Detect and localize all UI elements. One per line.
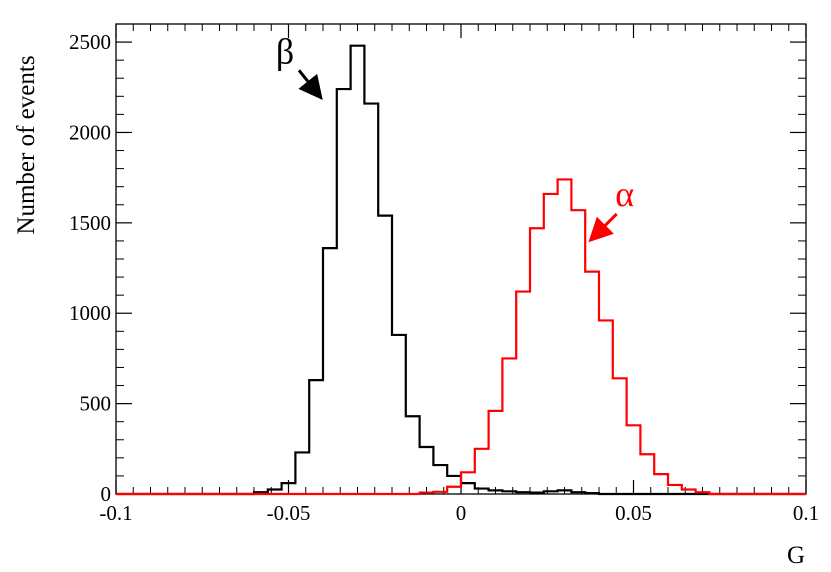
annotation-arrow bbox=[297, 69, 323, 101]
plot-frame bbox=[115, 23, 807, 495]
y-tick-label: 0 bbox=[101, 482, 112, 506]
x-tick-label: -0.05 bbox=[267, 501, 311, 525]
annotation-label: β bbox=[276, 31, 294, 71]
x-tick-label: 0.1 bbox=[793, 501, 819, 525]
x-tick-label: 0 bbox=[456, 501, 467, 525]
axes: -0.1 -0.05 0 0.05 0.1 0 500 1000 1500 2000 2500 bbox=[69, 23, 819, 525]
y-tick-label: 1500 bbox=[69, 211, 111, 235]
y-axis-title: Number of events bbox=[13, 55, 40, 234]
y-tick-label: 500 bbox=[80, 392, 112, 416]
annotation-label: α bbox=[615, 174, 634, 214]
y-tick-label: 2000 bbox=[69, 120, 111, 144]
series-alpha-histogram bbox=[116, 178, 806, 496]
x-tick-label: -0.1 bbox=[99, 501, 132, 525]
series-beta-histogram bbox=[116, 44, 806, 496]
y-tick-label: 2500 bbox=[69, 30, 111, 54]
series-layer bbox=[116, 44, 806, 496]
x-axis-title: G bbox=[787, 542, 805, 569]
y-tick-label: 1000 bbox=[69, 301, 111, 325]
x-tick-label: 0.05 bbox=[615, 501, 652, 525]
annotation-layer: βα bbox=[276, 31, 634, 243]
annotation-arrow bbox=[588, 212, 618, 243]
